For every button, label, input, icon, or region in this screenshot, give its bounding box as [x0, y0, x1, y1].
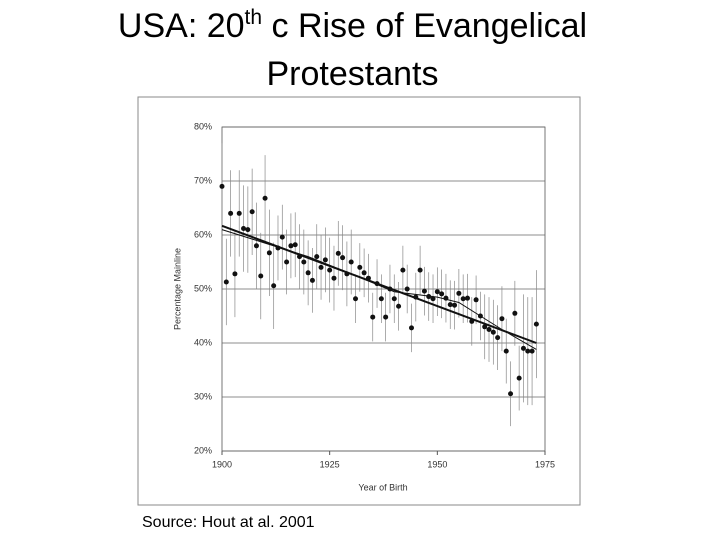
- data-point: [348, 259, 354, 265]
- data-point: [284, 259, 290, 265]
- data-point: [520, 345, 526, 351]
- data-point: [288, 243, 294, 249]
- data-point: [404, 286, 410, 292]
- smooth-line: [221, 229, 537, 350]
- x-tick-label: 1900: [212, 459, 232, 469]
- data-point: [473, 297, 479, 303]
- data-point: [516, 375, 522, 381]
- data-point: [396, 303, 402, 309]
- y-axis-label: Percentage Mainline: [172, 248, 182, 330]
- data-point: [529, 348, 535, 354]
- data-point: [314, 254, 320, 260]
- data-point: [365, 275, 371, 281]
- data-point: [357, 264, 363, 270]
- data-point: [258, 273, 264, 279]
- x-tick-label: 1950: [427, 459, 447, 469]
- data-point: [486, 327, 492, 332]
- data-point: [297, 254, 303, 260]
- data-point: [271, 283, 277, 289]
- data-point: [400, 267, 406, 273]
- data-point: [495, 335, 501, 341]
- data-point: [249, 209, 255, 215]
- data-point: [421, 288, 427, 294]
- data-point: [482, 324, 488, 330]
- data-point: [469, 318, 475, 324]
- data-point: [309, 277, 315, 283]
- data-point: [490, 329, 496, 335]
- y-tick-label: 70%: [194, 175, 212, 185]
- data-point: [262, 195, 268, 201]
- y-tick-label: 30%: [194, 391, 212, 401]
- data-point: [232, 271, 238, 277]
- source-note: Source: Hout at al. 2001: [142, 514, 315, 531]
- data-point: [525, 348, 531, 354]
- data-point: [430, 296, 436, 302]
- data-point: [370, 314, 376, 320]
- data-point: [512, 310, 518, 316]
- data-point: [413, 294, 419, 300]
- x-tick-label: 1925: [320, 459, 340, 469]
- data-point: [245, 227, 251, 233]
- data-point: [335, 250, 341, 256]
- data-point: [456, 290, 462, 296]
- data-point: [477, 313, 483, 319]
- data-point: [426, 294, 432, 300]
- y-tick-label: 20%: [194, 445, 212, 455]
- x-axis-label: Year of Birth: [358, 482, 407, 492]
- data-point: [236, 210, 242, 216]
- slide-title: USA: 20th c Rise of Evangelical Protestan…: [0, 2, 705, 98]
- data-point: [301, 259, 307, 265]
- title-superscript: th: [244, 6, 263, 29]
- data-point: [499, 316, 505, 322]
- title-text: USA: 20: [117, 7, 245, 45]
- data-point: [344, 271, 350, 277]
- data-point: [361, 270, 367, 276]
- data-point: [374, 281, 380, 287]
- data-point: [266, 250, 272, 256]
- data-point: [322, 257, 328, 263]
- data-point: [533, 321, 539, 327]
- data-point: [305, 270, 311, 276]
- data-point: [387, 286, 393, 292]
- data-point: [408, 325, 414, 331]
- data-point: [460, 296, 466, 302]
- title-text: Protestants: [266, 55, 439, 93]
- figure-frame: [137, 96, 581, 506]
- data-point: [439, 291, 445, 297]
- data-point: [292, 242, 298, 248]
- x-tick-label: 1975: [535, 459, 555, 469]
- data-point: [503, 348, 509, 354]
- title-text: c Rise of Evangelical: [262, 7, 588, 45]
- data-point: [241, 226, 247, 232]
- data-point: [327, 267, 333, 273]
- data-point: [279, 234, 285, 240]
- data-point: [318, 264, 324, 270]
- y-tick-label: 40%: [194, 337, 212, 347]
- data-point: [223, 279, 229, 285]
- data-point: [275, 245, 281, 251]
- data-point: [253, 243, 259, 249]
- data-point: [508, 391, 514, 397]
- y-tick-label: 60%: [194, 229, 212, 239]
- data-point: [383, 314, 389, 320]
- data-point: [434, 289, 440, 295]
- data-point: [417, 267, 423, 273]
- y-tick-label: 80%: [194, 121, 212, 131]
- data-point: [391, 296, 397, 302]
- data-point: [353, 296, 359, 302]
- data-point: [331, 275, 337, 281]
- data-point: [443, 295, 449, 301]
- data-point: [447, 302, 453, 308]
- data-point: [228, 210, 234, 216]
- data-point: [452, 302, 458, 308]
- data-point: [464, 295, 470, 301]
- data-point: [219, 183, 225, 189]
- data-point: [340, 255, 346, 261]
- y-tick-label: 50%: [194, 283, 212, 293]
- data-point: [378, 296, 384, 302]
